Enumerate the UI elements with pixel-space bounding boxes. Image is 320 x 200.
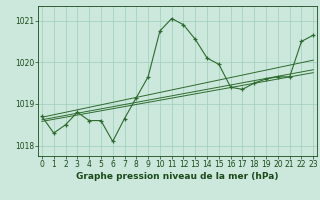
X-axis label: Graphe pression niveau de la mer (hPa): Graphe pression niveau de la mer (hPa) bbox=[76, 172, 279, 181]
